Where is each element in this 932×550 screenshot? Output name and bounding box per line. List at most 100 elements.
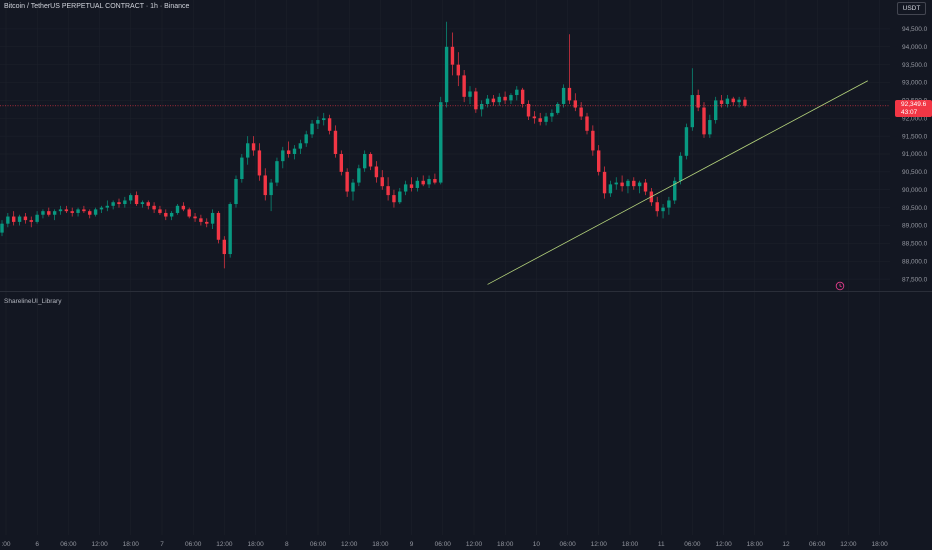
- candle: [99, 205, 104, 213]
- candle: [439, 96, 443, 185]
- price-tick-label: 88,000.0: [902, 258, 928, 265]
- candle: [743, 96, 747, 108]
- time-tick-label: 18:00: [497, 541, 514, 548]
- candle: [503, 91, 507, 104]
- candle: [164, 209, 168, 221]
- candle: [251, 136, 256, 156]
- last-price-tag: 92,349.6 43:07: [895, 100, 932, 117]
- indicator-title[interactable]: SharelineUI_Library: [4, 298, 62, 305]
- time-tick-label: 7: [160, 541, 164, 548]
- candle: [491, 95, 496, 106]
- candle: [275, 157, 279, 187]
- candle: [620, 175, 624, 192]
- candle: [316, 116, 320, 129]
- time-tick-label: 12:00: [341, 541, 358, 548]
- time-tick-label: 06:00: [60, 541, 77, 548]
- candle: [673, 177, 677, 205]
- candle: [88, 209, 92, 219]
- candle: [579, 102, 583, 121]
- symbol-title[interactable]: Bitcoin / TetherUS PERPETUAL CONTRACT · …: [4, 3, 190, 10]
- alert-clock-icon[interactable]: [835, 281, 845, 291]
- price-tick-label: 91,000.0: [902, 151, 928, 158]
- candle: [339, 150, 343, 176]
- candle: [216, 211, 221, 244]
- candle: [210, 209, 215, 230]
- candle: [363, 150, 367, 172]
- candle: [357, 164, 361, 187]
- candle: [719, 95, 724, 108]
- candle: [433, 173, 437, 185]
- price-axis[interactable]: 94,500.094,000.093,500.093,000.092,500.0…: [902, 26, 928, 283]
- candle: [169, 211, 174, 221]
- candle: [58, 205, 63, 215]
- candle: [269, 179, 273, 212]
- candle: [286, 141, 291, 158]
- candle: [199, 214, 203, 226]
- candle: [444, 21, 449, 108]
- candle: [725, 95, 730, 108]
- price-tick-label: 94,000.0: [902, 44, 928, 51]
- candle: [532, 111, 537, 124]
- candle: [480, 100, 484, 117]
- candle: [52, 209, 57, 221]
- candle: [23, 212, 28, 224]
- candle: [333, 125, 338, 158]
- candle: [456, 52, 460, 87]
- candle: [351, 179, 355, 201]
- candle: [591, 125, 595, 156]
- candle: [123, 196, 127, 208]
- candle: [140, 200, 145, 208]
- time-tick-label: 12: [782, 541, 790, 548]
- candle: [632, 177, 636, 190]
- pane-separator[interactable]: [0, 291, 932, 292]
- candle: [392, 189, 396, 208]
- candle: [485, 95, 490, 108]
- candle: [538, 112, 542, 126]
- price-tick-label: 92,000.0: [902, 115, 928, 122]
- time-tick-label: 06:00: [684, 541, 701, 548]
- candle: [146, 200, 150, 210]
- candle: [380, 170, 384, 190]
- candle: [585, 112, 589, 135]
- candle: [175, 204, 180, 215]
- candle: [661, 204, 665, 219]
- candle: [322, 112, 326, 126]
- candle: [129, 193, 133, 205]
- time-tick-label: 11: [658, 541, 665, 548]
- candle: [6, 212, 10, 228]
- candle: [310, 120, 314, 138]
- candle: [263, 168, 267, 201]
- candle: [70, 207, 74, 217]
- candle: [626, 179, 630, 194]
- candle: [134, 191, 139, 206]
- candle: [205, 218, 209, 228]
- price-tick-label: 88,500.0: [902, 241, 928, 248]
- time-tick-label: 06:00: [310, 541, 327, 548]
- candle: [386, 177, 390, 201]
- time-tick-label: 12:00: [715, 541, 732, 548]
- candlestick-series: [0, 21, 747, 269]
- price-tick-label: 93,500.0: [902, 62, 928, 69]
- candle: [696, 89, 700, 112]
- candle: [181, 202, 186, 212]
- candle: [82, 205, 86, 213]
- currency-button[interactable]: USDT: [897, 2, 926, 15]
- candle: [515, 86, 519, 101]
- candle: [105, 200, 109, 212]
- candle: [655, 196, 659, 217]
- candle: [193, 212, 197, 222]
- price-tick-label: 94,500.0: [902, 26, 928, 33]
- time-axis[interactable]: :00 6 06:00 12:00 18:00 7 06:00 12:00 18:00 8 06:0…: [1, 541, 888, 548]
- candle: [345, 168, 349, 197]
- time-tick-label: 12:00: [91, 541, 108, 548]
- time-tick-label: 06:00: [435, 541, 452, 548]
- candle: [64, 205, 69, 213]
- candle: [520, 87, 525, 108]
- candle: [462, 70, 466, 103]
- candle: [556, 102, 560, 115]
- time-tick-label: 06:00: [185, 541, 202, 548]
- trendline-drawing[interactable]: [487, 80, 868, 285]
- time-tick-label: :00: [1, 541, 10, 548]
- candle: [93, 207, 98, 217]
